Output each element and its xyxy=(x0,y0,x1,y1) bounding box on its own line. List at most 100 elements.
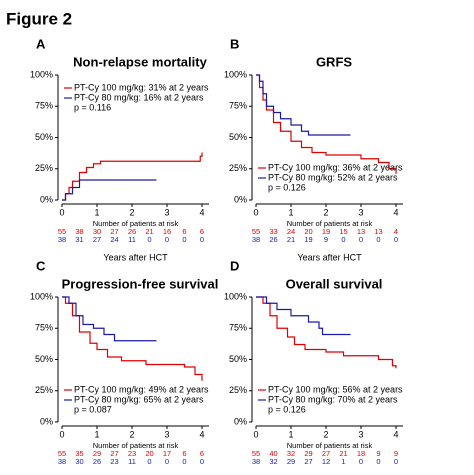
risk-count: 38 xyxy=(75,227,83,236)
y-tick-label: 25% xyxy=(229,163,247,173)
x-tick-label: 3 xyxy=(164,207,169,217)
risk-count: 0 xyxy=(341,235,345,244)
risk-count: 38 xyxy=(252,457,260,466)
x-tick-label: 4 xyxy=(393,429,398,439)
risk-count: 55 xyxy=(252,227,260,236)
risk-count: 0 xyxy=(394,457,398,466)
risk-count: 27 xyxy=(110,227,118,236)
risk-count: 0 xyxy=(147,235,151,244)
panel-title: Overall survival xyxy=(286,276,383,291)
risk-count: 21 xyxy=(339,449,347,458)
y-tick-label: 50% xyxy=(35,354,53,364)
km-curve xyxy=(256,296,351,336)
p-value: p = 0.126 xyxy=(268,404,306,414)
risk-count: 0 xyxy=(165,235,169,244)
risk-count: 13 xyxy=(374,227,382,236)
x-tick-label: 0 xyxy=(59,429,64,439)
risk-count: 0 xyxy=(200,235,204,244)
risk-count: 21 xyxy=(145,227,153,236)
risk-count: 9 xyxy=(376,449,380,458)
p-value: p = 0.126 xyxy=(268,182,306,192)
risk-count: 26 xyxy=(128,227,136,236)
risk-count: 0 xyxy=(376,457,380,466)
x-tick-label: 3 xyxy=(358,429,363,439)
x-tick-label: 1 xyxy=(94,429,99,439)
risk-count: 38 xyxy=(58,235,66,244)
risk-count: 27 xyxy=(304,457,312,466)
x-tick-label: 1 xyxy=(288,207,293,217)
y-tick-label: 75% xyxy=(229,323,247,333)
risk-count: 30 xyxy=(93,227,101,236)
x-tick-label: 0 xyxy=(253,207,258,217)
km-curve xyxy=(62,152,203,201)
legend-label: PT-Cy 100 mg/kg: 56% at 2 years xyxy=(268,384,403,394)
y-tick-label: 0% xyxy=(40,416,53,426)
y-tick-label: 100% xyxy=(30,291,53,301)
risk-count: 38 xyxy=(58,457,66,466)
y-tick-label: 50% xyxy=(35,132,53,142)
km-curve xyxy=(62,179,157,201)
panel-letter: B xyxy=(230,36,239,51)
x-tick-label: 4 xyxy=(393,207,398,217)
risk-count: 26 xyxy=(93,457,101,466)
risk-count: 6 xyxy=(200,449,204,458)
x-tick-label: 0 xyxy=(253,429,258,439)
risk-count: 20 xyxy=(145,449,153,458)
x-tick-label: 2 xyxy=(129,207,134,217)
panel-letter: D xyxy=(230,258,239,273)
risk-count: 0 xyxy=(200,457,204,466)
risk-count: 23 xyxy=(110,457,118,466)
risk-count: 55 xyxy=(58,449,66,458)
risk-count: 32 xyxy=(287,449,295,458)
km-curve xyxy=(62,296,203,381)
panel-letter: C xyxy=(36,258,46,273)
risk-count: 33 xyxy=(269,227,277,236)
risk-count: 12 xyxy=(322,457,330,466)
km-curve xyxy=(256,296,397,369)
x-tick-label: 4 xyxy=(199,207,204,217)
risk-count: 30 xyxy=(75,457,83,466)
risk-count: 6 xyxy=(200,227,204,236)
risk-title: Number of patients at risk xyxy=(287,219,373,228)
risk-count: 31 xyxy=(75,235,83,244)
legend-label: PT-Cy 100 mg/kg: 49% at 2 years xyxy=(74,384,209,394)
risk-count: 29 xyxy=(304,449,312,458)
panel-title: GRFS xyxy=(316,54,352,69)
y-tick-label: 0% xyxy=(234,194,247,204)
p-value: p = 0.116 xyxy=(74,102,111,112)
risk-count: 27 xyxy=(93,235,101,244)
km-curve xyxy=(62,296,157,342)
risk-count: 23 xyxy=(128,449,136,458)
risk-count: 0 xyxy=(394,235,398,244)
risk-count: 9 xyxy=(324,235,328,244)
y-tick-label: 50% xyxy=(229,354,247,364)
risk-count: 4 xyxy=(394,227,398,236)
risk-count: 32 xyxy=(269,457,277,466)
x-axis-label: Years after HCT xyxy=(103,252,168,262)
y-tick-label: 100% xyxy=(224,291,247,301)
risk-count: 55 xyxy=(252,449,260,458)
figure-title: Figure 2 xyxy=(6,9,72,28)
x-tick-label: 1 xyxy=(288,429,293,439)
legend-label: PT-Cy 80 mg/kg: 70% at 2 years xyxy=(268,394,398,404)
y-tick-label: 50% xyxy=(229,132,247,142)
risk-count: 26 xyxy=(269,235,277,244)
risk-count: 18 xyxy=(357,449,365,458)
x-tick-label: 3 xyxy=(358,207,363,217)
y-tick-label: 0% xyxy=(234,416,247,426)
y-tick-label: 75% xyxy=(229,101,247,111)
y-tick-label: 75% xyxy=(35,101,53,111)
risk-count: 16 xyxy=(163,227,171,236)
y-tick-label: 100% xyxy=(224,69,247,79)
risk-count: 0 xyxy=(165,457,169,466)
y-tick-label: 25% xyxy=(35,385,53,395)
risk-count: 19 xyxy=(304,235,312,244)
risk-count: 0 xyxy=(147,457,151,466)
y-tick-label: 75% xyxy=(35,323,53,333)
legend-label: PT-Cy 80 mg/kg: 52% at 2 years xyxy=(268,172,398,182)
risk-count: 11 xyxy=(128,235,136,244)
legend-label: PT-Cy 100 mg/kg: 31% at 2 years xyxy=(74,82,209,92)
panel-title: Non-relapse mortality xyxy=(73,54,207,69)
risk-count: 6 xyxy=(182,227,186,236)
